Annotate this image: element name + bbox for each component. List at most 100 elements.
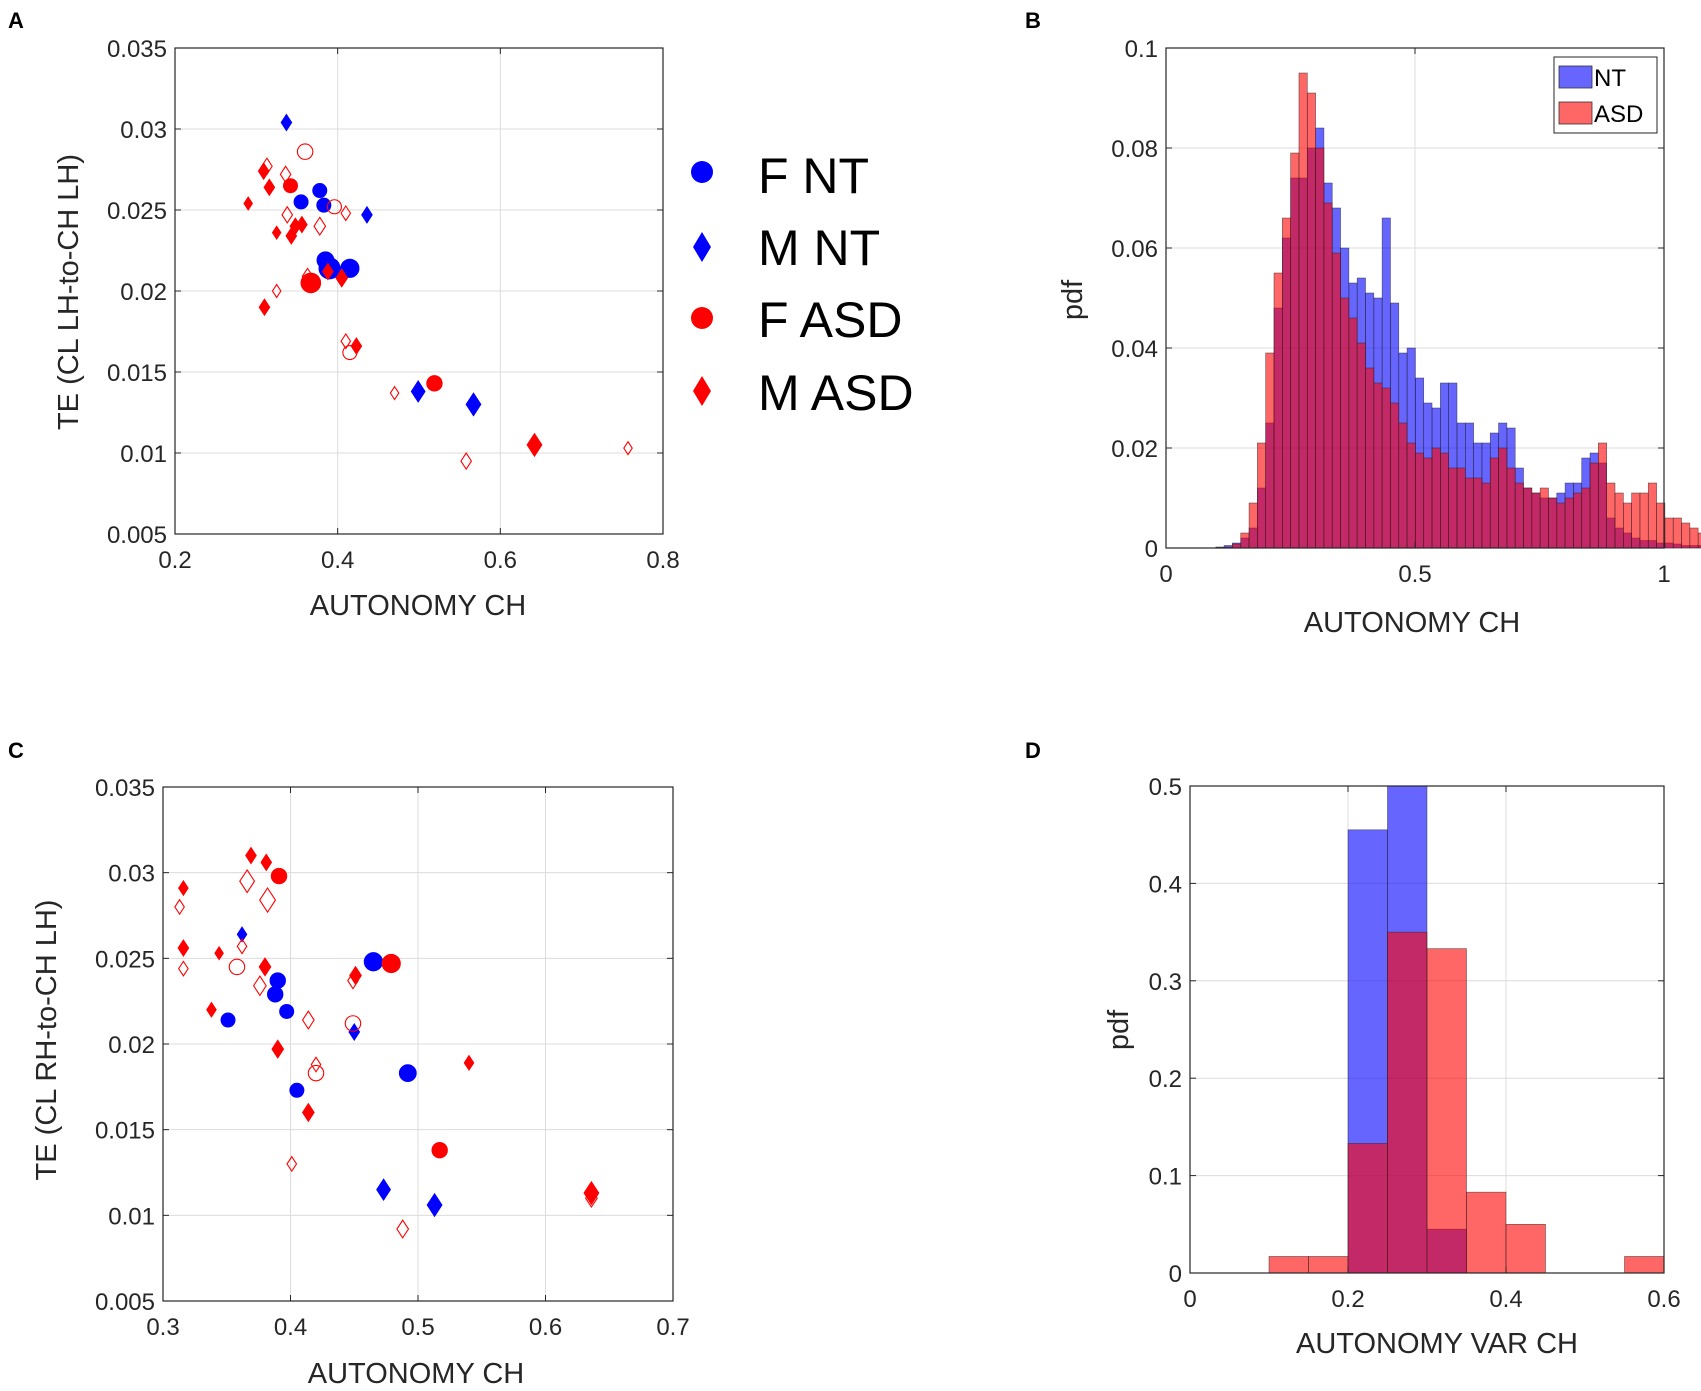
legend-diamond-icon — [693, 376, 711, 406]
bar — [1614, 492, 1624, 549]
x-axis-label-b: AUTONOMY CH — [1304, 607, 1520, 639]
y-tick-label: 0.02 — [108, 1032, 155, 1059]
bar — [1523, 487, 1533, 549]
data-point — [236, 938, 248, 955]
data-point — [245, 846, 257, 865]
y-tick-label: 0.1 — [1149, 1164, 1182, 1191]
bar — [1290, 152, 1300, 549]
x-tick-label: 0.2 — [158, 547, 191, 574]
data-point — [623, 440, 633, 456]
series-f-asd — [282, 143, 443, 392]
bar — [1248, 502, 1258, 549]
bar — [1431, 447, 1441, 549]
data-point — [289, 1082, 305, 1098]
x-tick-label: 0 — [1159, 561, 1172, 588]
x-tick-label: 0.7 — [656, 1314, 689, 1341]
bar — [1573, 492, 1583, 549]
bar — [1282, 217, 1291, 549]
bar — [1387, 931, 1428, 1274]
data-point — [431, 1142, 448, 1159]
bar — [1498, 447, 1508, 549]
series-m-asd — [243, 157, 633, 471]
panel-d: D 0 0.2 0.4 0.6 0 0.1 0.2 0.3 0.4 0.5 AUTONOMY VA… — [1025, 738, 1681, 1360]
data-point — [270, 867, 288, 885]
x-tick-label: 0 — [1183, 1286, 1196, 1313]
bar — [1273, 272, 1283, 549]
y-tick-label: 0.025 — [95, 946, 155, 973]
data-point — [267, 986, 284, 1003]
data-point — [271, 283, 282, 299]
data-point — [526, 432, 543, 458]
grid-lines — [163, 787, 673, 1301]
data-point — [220, 1012, 236, 1028]
data-point — [239, 868, 256, 894]
grid-lines — [175, 48, 663, 534]
series-m-nt — [236, 926, 443, 1218]
y-tick-label: 0.08 — [1111, 136, 1158, 163]
bar — [1689, 527, 1699, 549]
x-tick-label: 0.4 — [321, 547, 354, 574]
data-point — [460, 452, 473, 471]
data-point — [301, 1102, 315, 1123]
data-point — [363, 952, 383, 972]
bar — [1481, 482, 1491, 549]
data-point — [335, 268, 349, 288]
bar — [1647, 482, 1657, 549]
bar — [1415, 452, 1425, 549]
bar — [1365, 367, 1375, 549]
data-point — [286, 1155, 298, 1173]
bar — [1489, 457, 1499, 549]
bar — [1505, 1224, 1546, 1274]
data-point — [347, 971, 359, 990]
y-tick-label: 0.03 — [120, 117, 167, 144]
data-point — [257, 162, 270, 181]
x-tick-label: 0.4 — [1489, 1286, 1522, 1313]
data-point — [361, 205, 373, 224]
legend-label-asd: ASD — [1594, 101, 1643, 128]
x-tick-label: 0.3 — [146, 1314, 179, 1341]
x-tick-label: 1 — [1657, 561, 1670, 588]
bar — [1306, 92, 1316, 549]
bar — [1624, 1256, 1665, 1274]
bar — [1697, 532, 1701, 549]
bar — [1348, 317, 1358, 549]
x-tick-label: 0.5 — [401, 1314, 434, 1341]
data-point — [259, 886, 277, 914]
bar — [1356, 342, 1366, 549]
data-point — [426, 375, 443, 392]
legend-swatch-nt — [1558, 65, 1593, 89]
panel-letter-a: A — [8, 8, 24, 33]
data-point — [381, 953, 401, 974]
y-tick-label: 0.2 — [1149, 1066, 1182, 1093]
y-axis-label-b: pdf — [1057, 279, 1089, 320]
y-tick-label: 0.03 — [108, 861, 155, 888]
data-point — [340, 258, 360, 278]
y-tick-label: 0.035 — [107, 36, 167, 63]
x-tick-label: 0.8 — [646, 547, 679, 574]
bar — [1672, 517, 1682, 549]
bar — [1340, 297, 1350, 549]
data-point — [293, 194, 309, 210]
bar — [1506, 467, 1516, 549]
bar — [1598, 442, 1607, 549]
y-tick-label: 0.4 — [1149, 871, 1182, 898]
bar — [1514, 482, 1524, 549]
panel-letter-c: C — [8, 738, 24, 763]
bar — [1464, 477, 1474, 549]
data-point — [252, 975, 267, 997]
data-point — [410, 380, 426, 403]
bar — [1440, 452, 1449, 549]
bar — [1373, 382, 1383, 549]
series-m-asd — [174, 846, 600, 1239]
data-point — [326, 199, 342, 215]
bar — [1473, 477, 1483, 549]
series-f-asd — [228, 867, 448, 1159]
x-tick-label: 0.4 — [274, 1314, 307, 1341]
x-axis-label-d: AUTONOMY VAR CH — [1296, 1328, 1578, 1360]
data-point — [296, 215, 308, 234]
series-asd — [1268, 931, 1665, 1274]
y-tick-label: 0.04 — [1111, 336, 1158, 363]
bar — [1265, 352, 1275, 549]
data-point — [463, 1054, 475, 1072]
